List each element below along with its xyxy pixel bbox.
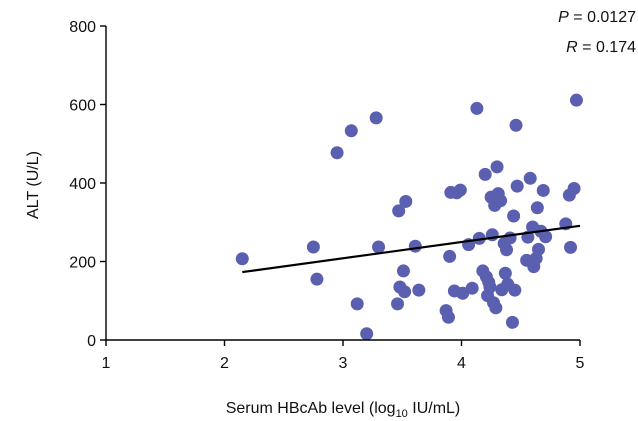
data-point (536, 183, 550, 197)
x-tick-label: 3 (339, 355, 348, 372)
trendline-layer (242, 224, 581, 274)
data-point (478, 167, 492, 181)
data-point (443, 249, 457, 263)
data-point (500, 243, 514, 257)
data-point (532, 242, 546, 256)
points-layer (235, 93, 583, 341)
data-point (539, 230, 553, 244)
x-tick-label: 2 (220, 355, 229, 372)
data-point (569, 93, 583, 107)
data-point (330, 146, 344, 160)
data-point (509, 118, 523, 132)
data-point (350, 297, 364, 311)
y-tick-label: 200 (69, 255, 96, 272)
data-point (503, 231, 517, 245)
r-value-annotation: R = 0.174 (566, 39, 636, 56)
data-point (441, 310, 455, 324)
data-point (391, 297, 405, 311)
y-tick-label: 400 (69, 176, 96, 193)
data-point (235, 252, 249, 266)
data-point (489, 301, 503, 315)
data-point (498, 266, 512, 280)
y-tick-label: 800 (69, 19, 96, 36)
x-axis-label: Serum HBcAb level (log10 IU/mL) (226, 400, 461, 420)
data-point (483, 280, 497, 294)
x-tick-label: 1 (102, 355, 111, 372)
data-point (505, 315, 519, 329)
y-axis-label: ALT (U/L) (25, 151, 42, 219)
data-point (507, 209, 521, 223)
data-point (392, 204, 406, 218)
data-point (412, 283, 426, 297)
data-point (530, 201, 544, 215)
data-point (490, 160, 504, 174)
regression-line (242, 224, 581, 274)
data-point (372, 240, 386, 254)
data-point (470, 101, 484, 115)
data-point (360, 327, 374, 341)
data-point (408, 239, 422, 253)
data-point (306, 240, 320, 254)
data-point (453, 183, 467, 197)
data-point (564, 240, 578, 254)
y-tick-label: 0 (87, 333, 96, 350)
data-point (465, 281, 479, 295)
data-point (508, 283, 522, 297)
axes-layer: 1 2 3 4 5 0 200 400 600 800 (69, 19, 584, 372)
y-tick-label: 600 (69, 98, 96, 115)
data-point (472, 231, 486, 245)
data-point (567, 181, 581, 195)
x-tick-label: 5 (576, 355, 585, 372)
x-tick-label: 4 (457, 355, 466, 372)
p-value-annotation: P = 0.0127 (558, 9, 636, 26)
data-point (510, 179, 524, 193)
data-point (494, 194, 508, 208)
data-point (369, 111, 383, 125)
data-point (398, 285, 412, 299)
labels-layer: Serum HBcAb level (log10 IU/mL) ALT (U/L… (25, 9, 636, 420)
data-point (399, 194, 413, 208)
data-point (396, 264, 410, 278)
data-point (344, 124, 358, 138)
data-point (310, 272, 324, 286)
data-point (523, 171, 537, 185)
